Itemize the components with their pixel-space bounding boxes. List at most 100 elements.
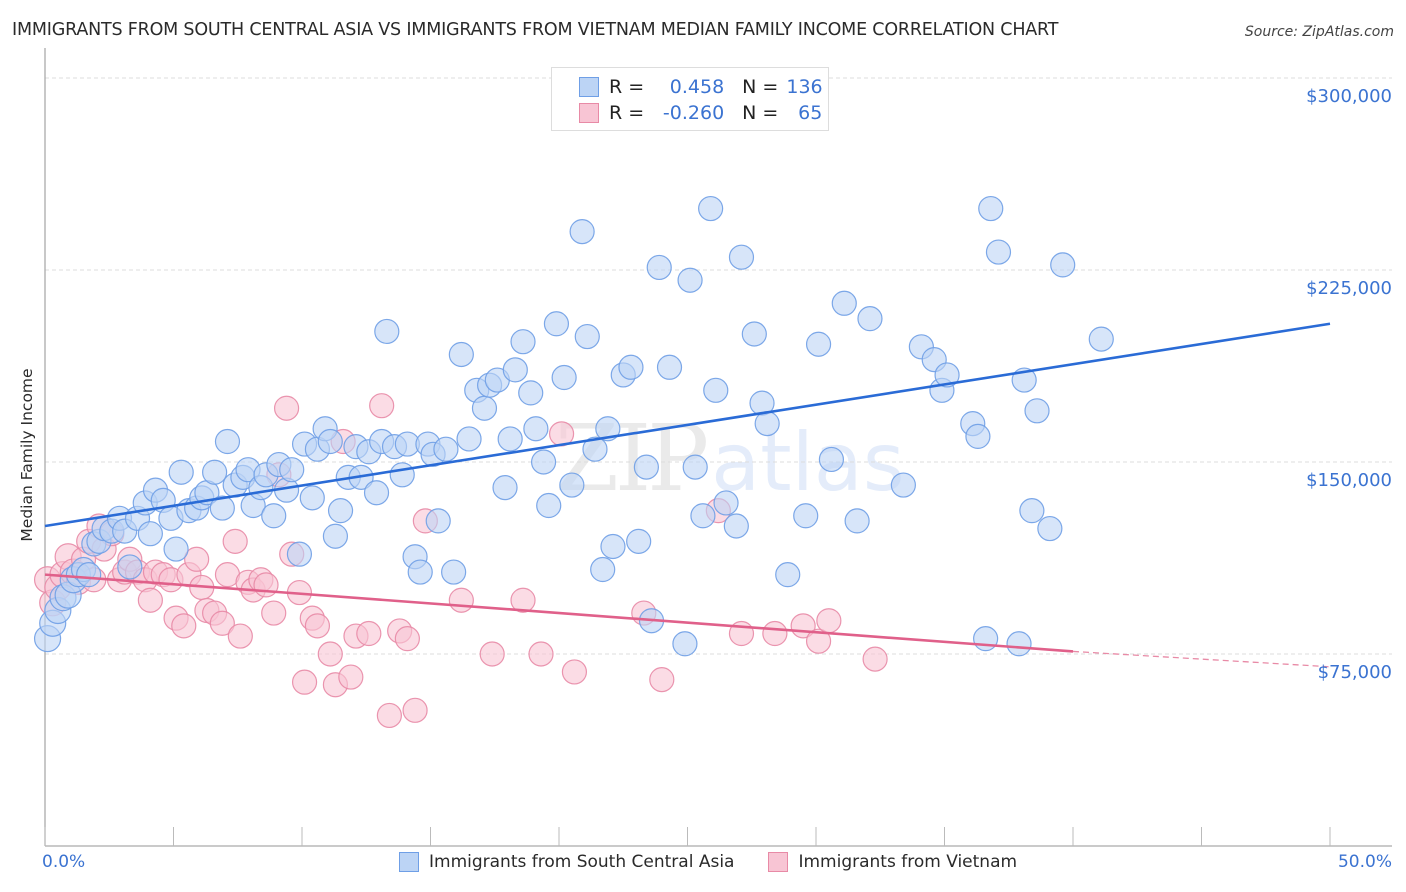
point-south-central-asia: [844, 508, 870, 534]
n-value: 65: [798, 102, 823, 124]
point-south-central-asia: [1037, 515, 1063, 542]
point-south-central-asia: [441, 559, 467, 585]
point-south-central-asia: [857, 306, 883, 332]
point-vietnam: [261, 600, 287, 626]
point-south-central-asia: [168, 459, 194, 485]
r-value: 0.458: [669, 76, 725, 98]
point-south-central-asia: [209, 495, 235, 521]
legend-item-south-central-asia[interactable]: Immigrants from South Central Asia: [399, 852, 734, 872]
legend-swatch-blue: [399, 852, 419, 872]
point-south-central-asia: [363, 480, 390, 506]
point-south-central-asia: [754, 411, 780, 437]
n-label: N =: [742, 76, 779, 98]
point-south-central-asia: [646, 254, 672, 281]
point-south-central-asia: [741, 321, 767, 347]
x-tick-label-min: 0.0%: [42, 852, 86, 872]
point-vietnam: [273, 395, 300, 421]
point-vietnam: [402, 697, 428, 723]
legend-label: Immigrants from South Central Asia: [429, 852, 735, 872]
point-vietnam: [376, 702, 402, 729]
legend-row-south-central-asia: R = 0.458 N = 136: [579, 75, 823, 99]
point-vietnam: [209, 610, 235, 636]
point-south-central-asia: [1024, 398, 1050, 424]
point-south-central-asia: [1019, 498, 1045, 524]
point-south-central-asia: [656, 354, 683, 380]
point-south-central-asia: [214, 428, 241, 455]
point-south-central-asia: [117, 554, 143, 580]
legend-row-vietnam: R = -0.260 N = 65: [579, 101, 822, 125]
point-vietnam: [304, 613, 331, 639]
point-south-central-asia: [518, 380, 544, 406]
point-south-central-asia: [934, 362, 960, 388]
point-vietnam: [317, 641, 343, 667]
legend-label: Immigrants from Vietnam: [798, 852, 1018, 872]
chart-source: Source: ZipAtlas.com: [1244, 24, 1394, 40]
point-south-central-asia: [728, 244, 755, 270]
point-vietnam: [561, 659, 588, 685]
point-south-central-asia: [523, 416, 549, 442]
point-vietnam: [448, 587, 474, 613]
point-vietnam: [137, 587, 163, 613]
n-label: N =: [742, 102, 779, 124]
point-south-central-asia: [279, 457, 305, 483]
point-south-central-asia: [1088, 326, 1114, 352]
n-value: 136: [786, 76, 823, 98]
point-vietnam: [338, 664, 364, 690]
legend-item-vietnam[interactable]: Immigrants from Vietnam: [768, 852, 1017, 872]
legend-swatch-blue: [579, 77, 599, 97]
point-vietnam: [369, 393, 395, 419]
legend-swatch-pink: [768, 852, 789, 872]
point-south-central-asia: [703, 377, 729, 403]
y-tick-label: $150,000: [1306, 470, 1392, 491]
point-south-central-asia: [831, 290, 857, 316]
point-south-central-asia: [137, 521, 163, 547]
trendline-south-central-asia: [44, 322, 1331, 528]
point-south-central-asia: [261, 503, 287, 529]
point-south-central-asia: [965, 423, 991, 449]
chart-title: IMMIGRANTS FROM SOUTH CENTRAL ASIA VS IM…: [12, 20, 1059, 40]
point-south-central-asia: [497, 426, 523, 452]
point-south-central-asia: [1050, 252, 1076, 278]
point-south-central-asia: [978, 195, 1004, 222]
point-vietnam: [253, 572, 279, 598]
point-south-central-asia: [600, 533, 626, 560]
point-south-central-asia: [582, 436, 608, 462]
point-south-central-asia: [890, 472, 916, 498]
point-south-central-asia: [299, 485, 325, 511]
point-south-central-asia: [698, 195, 724, 222]
point-south-central-asia: [407, 559, 433, 585]
point-south-central-asia: [433, 436, 459, 462]
correlation-legend: R = 0.458 N = 136 R = -0.260 N = 65: [551, 67, 829, 131]
trend-lines: [44, 322, 1331, 668]
point-vietnam: [394, 626, 420, 652]
point-south-central-asia: [448, 341, 474, 368]
series-legend: Immigrants from South Central Asia Immig…: [399, 852, 1051, 872]
point-south-central-asia: [471, 395, 498, 421]
point-south-central-asia: [682, 454, 708, 480]
r-label: R =: [609, 76, 645, 98]
point-south-central-asia: [595, 416, 621, 442]
point-south-central-asia: [530, 449, 557, 475]
point-south-central-asia: [559, 472, 585, 498]
point-south-central-asia: [805, 331, 832, 357]
point-south-central-asia: [618, 354, 644, 380]
point-south-central-asia: [456, 426, 482, 452]
point-vietnam: [649, 666, 675, 693]
y-tick-label: $75,000: [1317, 662, 1392, 683]
point-south-central-asia: [286, 541, 313, 567]
y-tick-label: $225,000: [1306, 278, 1392, 299]
point-south-central-asia: [327, 498, 354, 524]
point-vietnam: [171, 613, 197, 639]
data-points: [33, 195, 1114, 729]
trendline-vietnam-extension: [1072, 650, 1331, 668]
point-south-central-asia: [536, 492, 562, 519]
point-south-central-asia: [202, 459, 228, 485]
point-south-central-asia: [492, 475, 518, 501]
r-label: R =: [609, 102, 645, 124]
point-vietnam: [805, 628, 832, 654]
point-vietnam: [222, 528, 248, 554]
legend-swatch-pink: [579, 103, 599, 123]
point-south-central-asia: [322, 523, 349, 549]
point-south-central-asia: [713, 490, 739, 516]
